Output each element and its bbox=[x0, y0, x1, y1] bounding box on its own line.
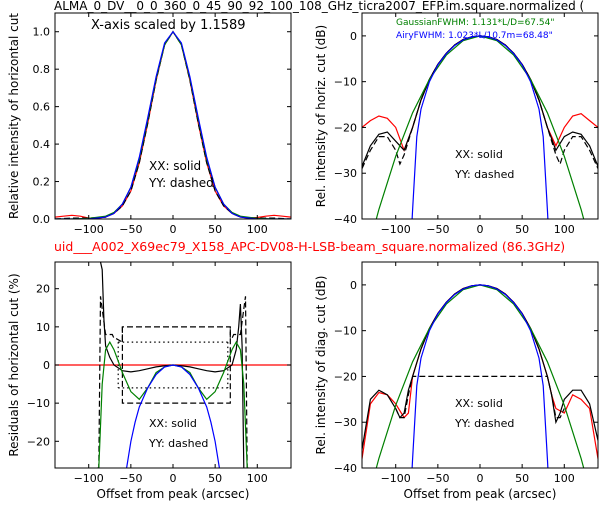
y-tick-label: 0 bbox=[350, 279, 357, 292]
series-group bbox=[55, 262, 291, 468]
annotation-text: XX: solid bbox=[455, 397, 503, 410]
y-tick-label: −40 bbox=[334, 462, 357, 475]
x-tick-label: 0 bbox=[170, 223, 177, 236]
y-tick-label: 0.0 bbox=[33, 213, 51, 226]
chart-panels: −100 −50 0 50 1000.00.20.40.60.81.0Relative … bbox=[7, 12, 599, 501]
y-axis-label: Rel. intensity of diag. cut (dB) bbox=[314, 276, 328, 455]
y-tick-label: 0 bbox=[43, 359, 50, 372]
y-tick-label: 0.6 bbox=[33, 101, 51, 114]
annotation-text: XX: solid bbox=[149, 417, 197, 430]
x-tick-label: 0 bbox=[170, 472, 177, 485]
x-tick-label: −100 bbox=[381, 223, 411, 236]
x-tick-label: 100 bbox=[247, 223, 268, 236]
y-tick-label: −20 bbox=[27, 435, 50, 448]
y-tick-label: 10 bbox=[36, 321, 50, 334]
x-tick-label: 100 bbox=[554, 223, 575, 236]
x-tick-label: 50 bbox=[515, 223, 529, 236]
series-line-4 bbox=[411, 35, 549, 219]
series-line-3 bbox=[55, 30, 291, 219]
series-line-1 bbox=[362, 35, 598, 167]
series-line-2 bbox=[395, 375, 565, 419]
y-tick-label: 0.2 bbox=[33, 176, 51, 189]
series-line-0 bbox=[362, 35, 598, 153]
y-tick-label: 0 bbox=[350, 30, 357, 43]
chart-top-left: −100 −50 0 50 100 0.0 0.2 0.4 0.6 0.8 1.0 Relative … bbox=[7, 12, 292, 236]
y-tick-label: −10 bbox=[334, 76, 357, 89]
annotation-text: YY: dashed bbox=[148, 437, 208, 450]
y-tick-label: −40 bbox=[334, 213, 357, 226]
x-tick-label: 100 bbox=[247, 472, 268, 485]
series-group bbox=[362, 284, 598, 468]
legend-entry: AiryFWHM: 1.023*L/10.7m=68.48" bbox=[396, 31, 553, 41]
y-tick-label: −10 bbox=[334, 325, 357, 338]
annotation-text: X-axis scaled by 1.1589 bbox=[91, 18, 246, 33]
series-group bbox=[362, 35, 598, 219]
series-line-4 bbox=[411, 284, 549, 468]
x-tick-label: 0 bbox=[477, 472, 484, 485]
axes-frame bbox=[361, 12, 599, 220]
series-group bbox=[55, 30, 291, 219]
x-tick-label: −50 bbox=[119, 223, 142, 236]
x-tick-label: 50 bbox=[208, 223, 222, 236]
x-tick-label: −100 bbox=[381, 472, 411, 485]
x-tick-label: 100 bbox=[554, 472, 575, 485]
y-tick-label: 0.4 bbox=[33, 138, 51, 151]
y-tick-label: −30 bbox=[334, 416, 357, 429]
series-line-2 bbox=[55, 30, 291, 219]
annotation-text: YY: dashed bbox=[148, 176, 214, 190]
annotation-text: YY: dashed bbox=[454, 417, 514, 430]
x-tick-label: −50 bbox=[119, 472, 142, 485]
series-line-0 bbox=[55, 30, 291, 219]
annotation-text: XX: solid bbox=[455, 148, 503, 161]
y-axis-label: Relative intensity of horizontal cut bbox=[7, 13, 21, 219]
x-axis-label: Offset from peak (arcsec) bbox=[97, 487, 250, 501]
series-line-1 bbox=[55, 30, 291, 219]
series-line-0 bbox=[362, 284, 598, 459]
y-tick-label: −20 bbox=[334, 370, 357, 383]
x-tick-label: −100 bbox=[74, 472, 104, 485]
y-tick-label: −20 bbox=[334, 121, 357, 134]
y-tick-label: 1.0 bbox=[33, 26, 51, 39]
x-tick-label: 50 bbox=[515, 472, 529, 485]
axes-frame bbox=[361, 261, 599, 469]
legend-entry: GaussianFWHM: 1.131*L/D=67.54" bbox=[396, 18, 554, 28]
x-tick-label: 0 bbox=[477, 223, 484, 236]
annotation-text: YY: dashed bbox=[454, 168, 514, 181]
series-line-9 bbox=[126, 364, 220, 468]
y-axis-label: Residuals of horizontal cut (%) bbox=[7, 273, 21, 456]
x-tick-label: −50 bbox=[426, 223, 449, 236]
y-tick-label: −10 bbox=[27, 397, 50, 410]
y-tick-label: 20 bbox=[36, 283, 50, 296]
x-tick-label: −50 bbox=[426, 472, 449, 485]
figure-subtitle: uid___A002_X69ec79_X158_APC-DV08-H-LSB-b… bbox=[54, 239, 565, 254]
series-line-2 bbox=[121, 326, 231, 404]
x-axis-label: Offset from peak (arcsec) bbox=[404, 487, 557, 501]
x-tick-label: 50 bbox=[208, 472, 222, 485]
y-tick-label: −30 bbox=[334, 167, 357, 180]
figure-top-title: ALMA_0_DV__0_0_360_0_45_90_92_100_108_GH… bbox=[54, 0, 584, 13]
y-axis-label: Rel. intensity of horiz. cut (dB) bbox=[314, 25, 328, 207]
y-tick-label: 0.8 bbox=[33, 63, 51, 76]
x-tick-label: −100 bbox=[74, 223, 104, 236]
annotation-text: XX: solid bbox=[149, 159, 201, 173]
